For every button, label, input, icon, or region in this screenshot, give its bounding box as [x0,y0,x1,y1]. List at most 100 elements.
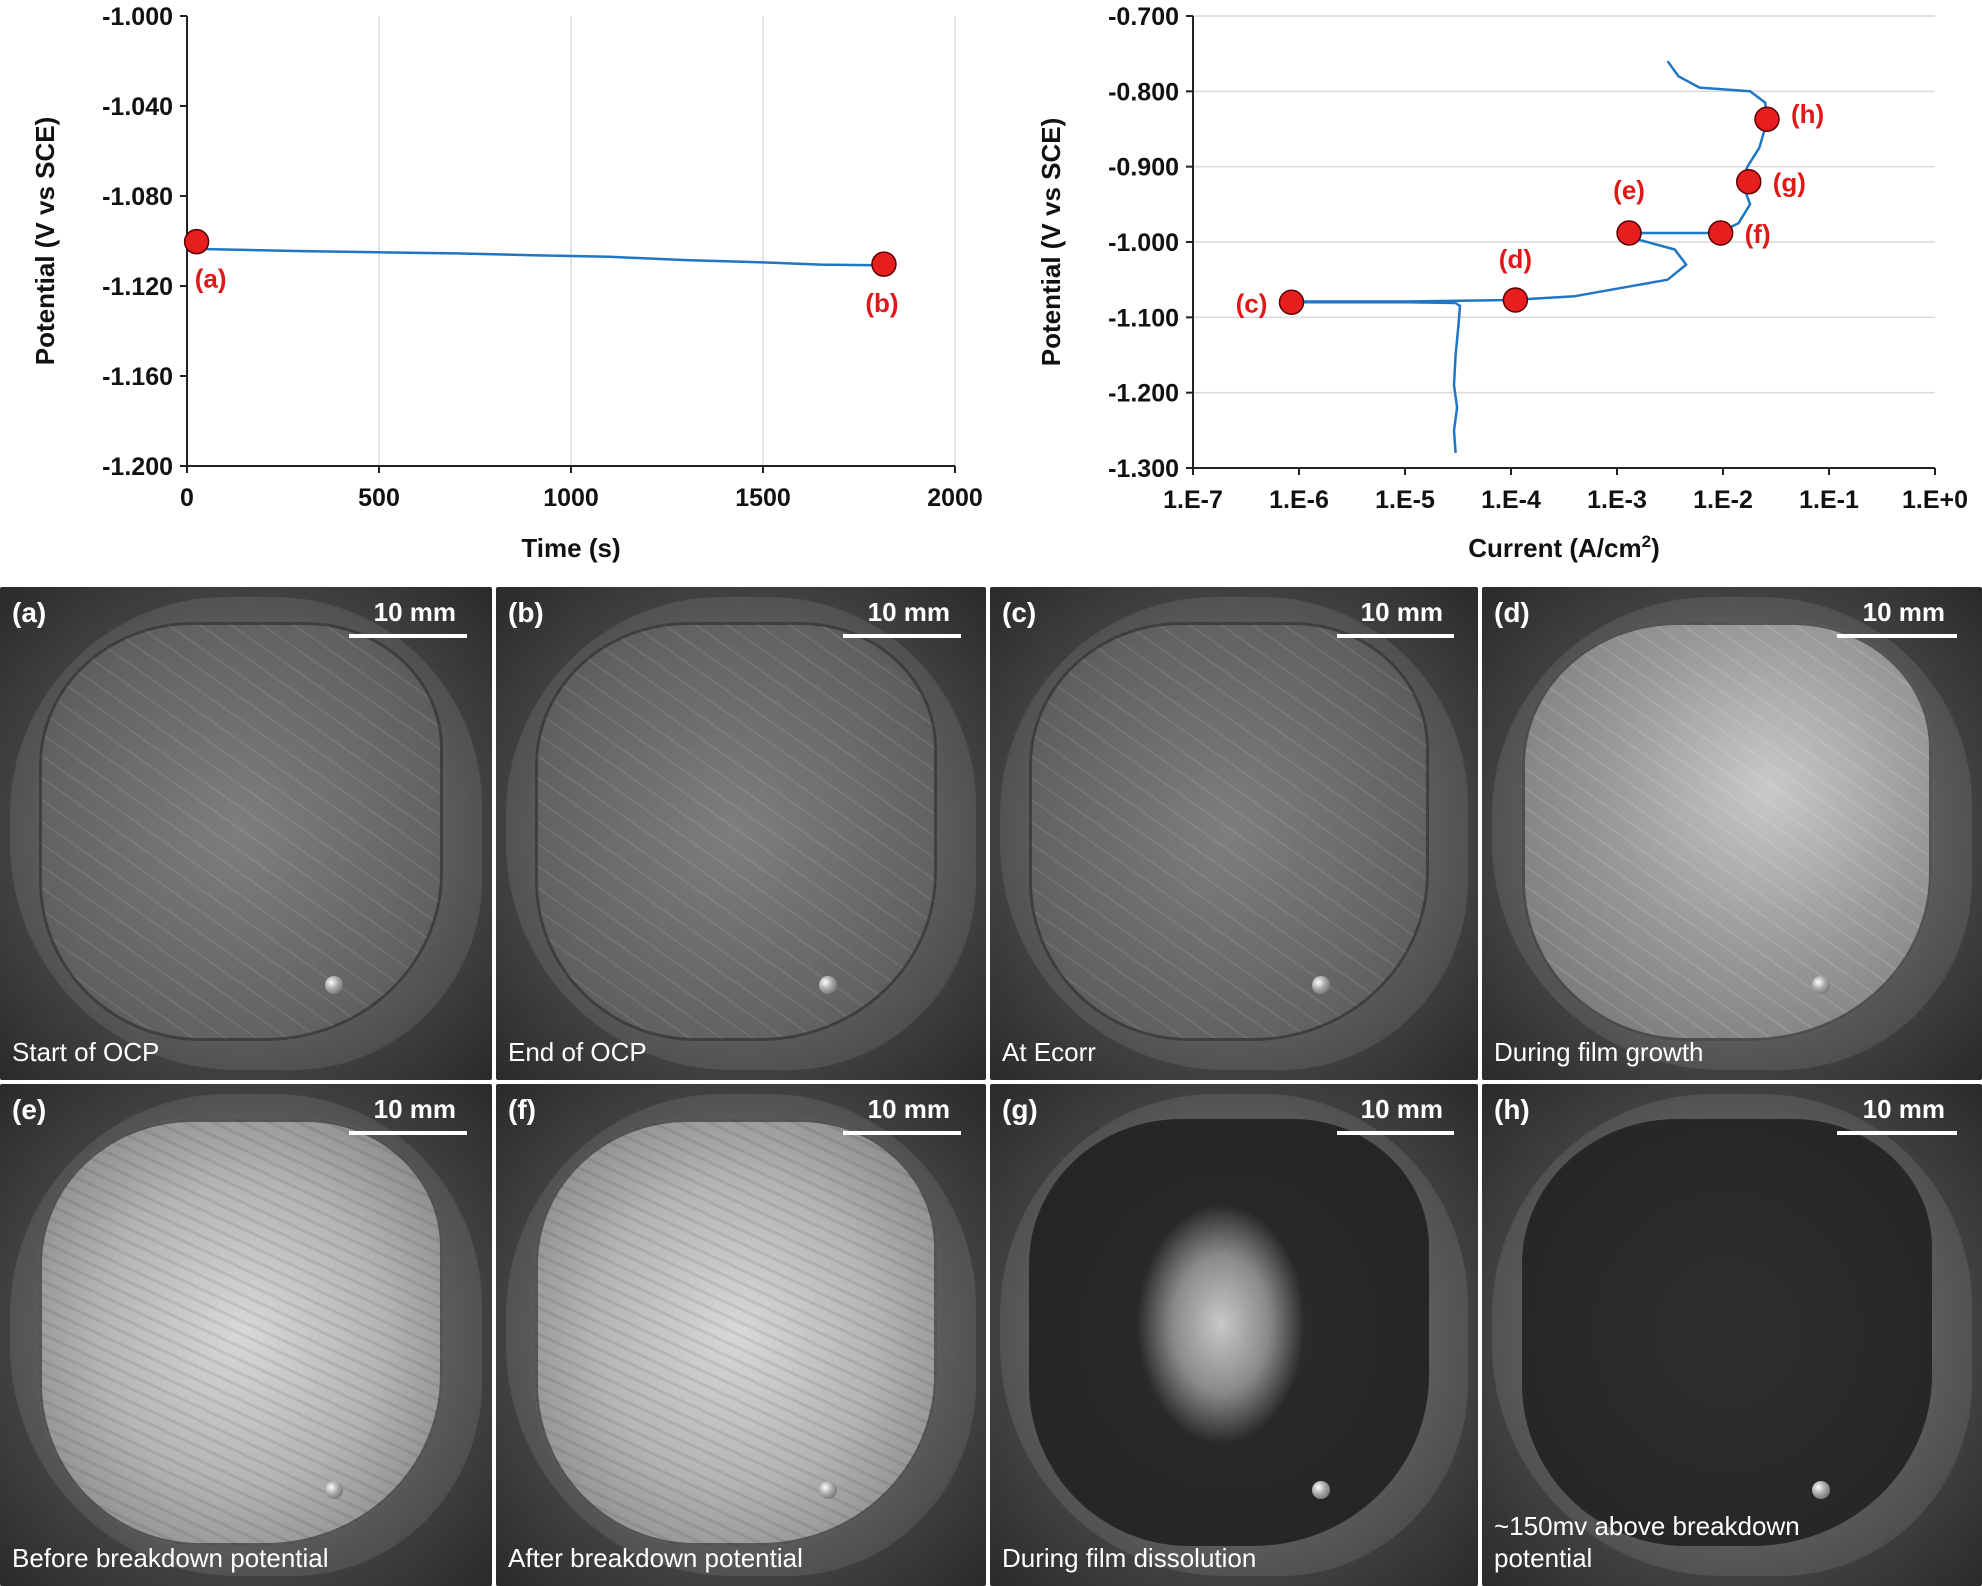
panel-caption: Start of OCP [12,1037,160,1067]
scale-bar-label: 10 mm [1862,1094,1945,1124]
x-tick-label: 500 [358,484,400,512]
x-tick-label: 2000 [927,484,983,512]
y-tick-label: -1.080 [102,183,173,211]
panel-caption: At Ecorr [1002,1037,1096,1067]
sample-surface [1029,621,1430,1041]
marker-label: (e) [1613,175,1645,205]
y-tick-label: -1.120 [102,273,173,301]
y-tick-label: -1.100 [1108,304,1179,332]
scale-bar [349,1131,467,1135]
data-marker [1616,220,1642,246]
marker-label: (d) [1499,244,1532,274]
x-tick-label: 1500 [735,484,791,512]
bubble [1812,976,1830,995]
panel-caption: After breakdown potential [508,1543,803,1573]
panel-letter: (e) [12,1094,47,1125]
micrograph-panel: (b) 10 mm End of OCP [496,587,986,1080]
scale-bar-label: 10 mm [373,597,456,627]
y-tick-label: -1.040 [102,93,173,121]
data-marker [1754,106,1780,132]
micrograph-panel: (f) 10 mm After breakdown potential [496,1084,986,1586]
data-marker [1278,289,1305,316]
x-tick-label: 1.E-1 [1799,486,1859,514]
y-axis-label: Potential (V vs SCE) [1036,118,1066,367]
y-tick-label: -0.800 [1108,78,1179,106]
marker-label: (f) [1745,219,1771,249]
x-axis-label: Time (s) [521,533,620,563]
data-marker [1707,220,1734,246]
sample-surface [39,1119,443,1546]
bubble [1812,1480,1830,1499]
charts-area: -1.000-1.040-1.080-1.120-1.160-1.2000 500… [30,3,1968,563]
scale-bar-label: 10 mm [373,1094,456,1124]
marker-label: (g) [1773,168,1806,198]
data-marker [183,228,210,255]
x-axis-label-sup: 2 [1642,532,1651,551]
panel-letter: (h) [1494,1094,1530,1125]
bubble [324,976,343,995]
scale-bar-label: 10 mm [867,1094,950,1124]
scale-bar-label: 10 mm [867,597,950,627]
x-axis-label: Current (A/cm2) [1468,532,1660,563]
scale-bar [1337,634,1454,638]
y-tick-label: -1.160 [102,363,173,391]
y-tick-label: -0.700 [1108,3,1179,31]
y-tick-label: -1.000 [1108,229,1179,257]
data-marker [871,251,897,277]
y-tick-label: -0.900 [1108,154,1179,182]
y-tick-label: -1.200 [1108,380,1179,408]
series-line [196,247,879,267]
x-axis-label-main: Current (A/cm [1468,533,1641,563]
panel-letter: (a) [12,597,47,628]
panel-caption: Before breakdown potential [12,1543,329,1573]
y-tick-label: -1.300 [1108,455,1179,483]
x-axis-label-end: ) [1651,533,1660,563]
scale-bar [1837,634,1957,638]
sample-surface [1029,1119,1430,1546]
marker-label: (h) [1791,99,1824,129]
panel-letter: (d) [1494,597,1530,628]
sample-surface [1522,621,1932,1041]
panel-letter: (c) [1002,597,1037,628]
marker-label: (b) [865,288,898,318]
scale-bar-label: 10 mm [1360,597,1443,627]
scale-bar [843,1131,961,1135]
scale-bar [349,634,467,638]
x-tick-label: 1.E-5 [1375,486,1435,514]
x-tick-label: 0 [180,484,194,512]
x-tick-label: 1.E+0 [1902,486,1968,514]
scale-bar-label: 10 mm [1360,1094,1443,1124]
bubble [324,1480,343,1499]
panel-caption: End of OCP [508,1037,647,1067]
micrograph-panel: (a) 10 mm Start of OCP [0,587,492,1080]
polarization-chart: -0.700 -0.800 -0.900 -1.000 -1.100 -1.200 -1.3… [1036,3,1968,563]
scale-bar [843,634,961,638]
scale-bar-label: 10 mm [1862,597,1945,627]
bubble [1312,976,1331,995]
sample-surface [1522,1119,1932,1546]
panel-letter: (g) [1002,1094,1038,1125]
marker-label: (a) [195,264,227,294]
x-tick-label: 1.E-4 [1481,486,1541,514]
data-marker [1736,168,1762,195]
panel-caption: During film growth [1494,1037,1704,1067]
ocp-chart: -1.000 -1.040 -1.080 -1.120 -1.160 -1.2000 500… [30,3,983,563]
x-tick-label: 1000 [543,484,599,512]
sample-surface [535,621,937,1041]
bubble [819,1480,838,1499]
panel-caption: ~150mv above breakdown potential [1494,1511,1800,1573]
x-tick-label: 1.E-2 [1693,486,1753,514]
scale-bar [1337,1131,1454,1135]
micrograph-panel: (c) 10 mm At Ecorr [990,587,1478,1080]
bubble [1312,1480,1331,1499]
y-axis-label: Potential (V vs SCE) [30,117,60,366]
data-marker [1502,287,1529,313]
x-tick-label: 1.E-3 [1587,486,1647,514]
sample-surface [39,621,443,1041]
sample-surface [535,1119,937,1546]
y-tick-label: -1.000 [102,3,173,31]
y-tick-label: -1.200 [102,453,173,481]
micrograph-panel: (d) 10 mm During film growth [1482,587,1982,1080]
x-tick-label: 1.E-6 [1269,486,1329,514]
panel-caption: During film dissolution [1002,1543,1257,1573]
